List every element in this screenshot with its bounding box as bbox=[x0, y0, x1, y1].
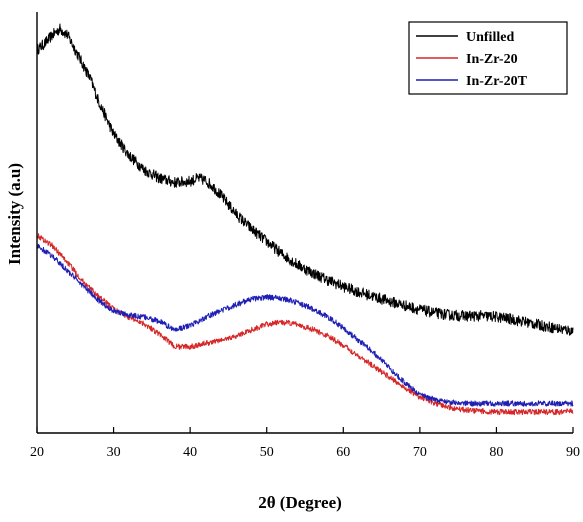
x-tick-label-90: 90 bbox=[566, 445, 580, 460]
x-tick-label-80: 80 bbox=[489, 445, 503, 460]
plot-series bbox=[36, 23, 574, 416]
x-tick-label-50: 50 bbox=[260, 445, 274, 460]
x-axis-ticks bbox=[36, 427, 574, 433]
series-line-unfilled bbox=[36, 23, 574, 336]
x-tick-label-60: 60 bbox=[336, 445, 350, 460]
legend-label-unfilled: Unfilled bbox=[466, 30, 514, 45]
legend: Unfilled In-Zr-20 In-Zr-20T bbox=[408, 21, 568, 95]
x-axis-title: 2θ (Degree) bbox=[258, 493, 342, 512]
y-axis-title: Intensity (a.u) bbox=[5, 163, 24, 265]
series-line-in-zr-20 bbox=[36, 233, 574, 416]
x-tick-label-20: 20 bbox=[30, 445, 44, 460]
legend-items: Unfilled In-Zr-20 In-Zr-20T bbox=[416, 30, 528, 89]
x-tick-label-70: 70 bbox=[413, 445, 427, 460]
legend-label-in-zr-20t: In-Zr-20T bbox=[466, 74, 528, 89]
legend-label-in-zr-20: In-Zr-20 bbox=[466, 52, 518, 67]
x-axis-tick-labels: 20 30 40 50 60 70 80 90 bbox=[30, 445, 580, 460]
x-tick-label-30: 30 bbox=[107, 445, 121, 460]
x-tick-label-40: 40 bbox=[183, 445, 197, 460]
series-line-in-zr-20t bbox=[36, 243, 574, 407]
